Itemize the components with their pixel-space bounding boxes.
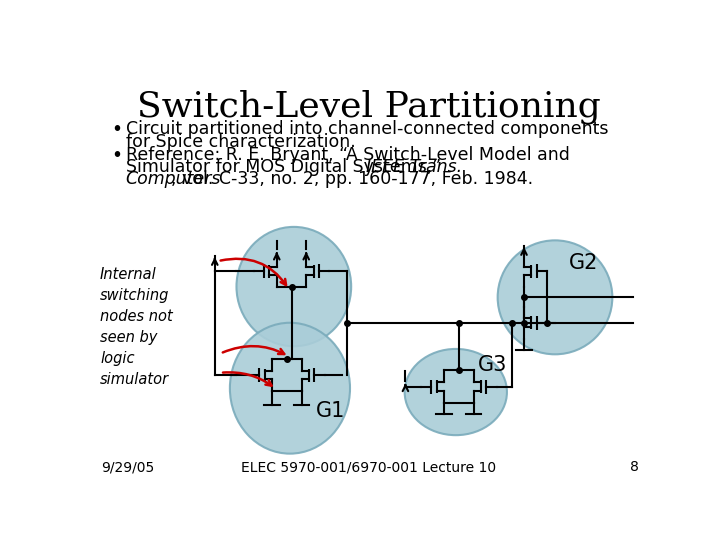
- Text: 8: 8: [630, 461, 639, 475]
- Text: Switch-Level Partitioning: Switch-Level Partitioning: [137, 90, 601, 124]
- Text: for Spice characterization.: for Spice characterization.: [126, 132, 356, 151]
- Ellipse shape: [236, 227, 351, 346]
- Text: Circuit partitioned into channel-connected components: Circuit partitioned into channel-connect…: [126, 120, 608, 138]
- Text: Reference: R. E. Bryant, “A Switch-Level Model and: Reference: R. E. Bryant, “A Switch-Level…: [126, 146, 570, 164]
- Text: ELEC 5970-001/6970-001 Lecture 10: ELEC 5970-001/6970-001 Lecture 10: [241, 461, 497, 475]
- Text: , vol. C-33, no. 2, pp. 160-177, Feb. 1984.: , vol. C-33, no. 2, pp. 160-177, Feb. 19…: [171, 170, 533, 188]
- Ellipse shape: [498, 240, 612, 354]
- Text: 9/29/05: 9/29/05: [102, 461, 155, 475]
- Text: Internal
switching
nodes not
seen by
logic
simulator: Internal switching nodes not seen by log…: [100, 267, 173, 387]
- Ellipse shape: [405, 349, 507, 435]
- Text: G3: G3: [477, 355, 507, 375]
- Text: IEEE Trans.: IEEE Trans.: [366, 158, 462, 176]
- Text: •: •: [112, 146, 123, 165]
- Ellipse shape: [230, 323, 350, 454]
- Text: G1: G1: [315, 401, 345, 421]
- Text: Computers: Computers: [126, 170, 221, 188]
- Text: Simulator for MOS Digital Systems,”: Simulator for MOS Digital Systems,”: [126, 158, 446, 176]
- Text: •: •: [112, 120, 123, 139]
- Text: G2: G2: [569, 253, 598, 273]
